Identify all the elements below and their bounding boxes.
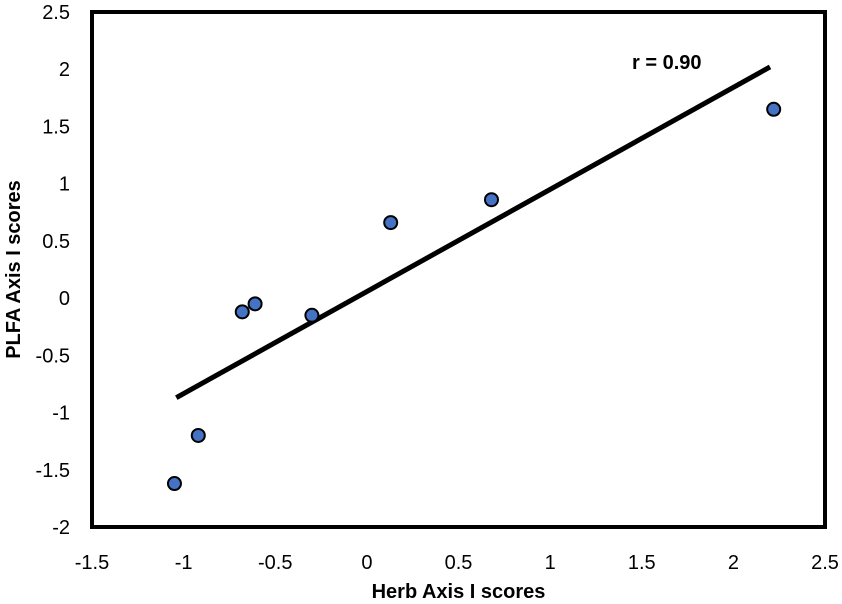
- y-tick-label: -2: [52, 517, 70, 539]
- y-tick-label: 0: [59, 288, 70, 310]
- x-tick-label: -1.5: [75, 552, 109, 574]
- x-tick-label: 1.5: [628, 552, 656, 574]
- x-tick-label: 0: [361, 552, 372, 574]
- y-tick-label: 2: [59, 59, 70, 81]
- y-axis-title: PLFA Axis I scores: [3, 180, 25, 359]
- x-tick-label: -0.5: [258, 552, 292, 574]
- y-tick-label: -1: [52, 403, 70, 425]
- x-tick-label: 0.5: [445, 552, 473, 574]
- data-point: [766, 101, 782, 117]
- y-tick-label: -0.5: [36, 345, 70, 367]
- points-layer: [166, 101, 782, 492]
- data-point: [383, 215, 399, 231]
- data-point: [304, 307, 320, 323]
- y-ticks: -2 -1.5 -1 -0.5 0 0.5 1 1.5 2 2.5: [36, 2, 70, 539]
- x-tick-label: 2: [728, 552, 739, 574]
- data-point: [234, 304, 250, 320]
- correlation-annotation: r = 0.90: [632, 52, 702, 74]
- y-tick-label: 2.5: [42, 2, 70, 24]
- x-tick-label: 1: [545, 552, 556, 574]
- x-tick-label: -1: [175, 552, 193, 574]
- data-point: [247, 296, 263, 312]
- x-ticks: -1.5 -1 -0.5 0 0.5 1 1.5 2 2.5: [75, 552, 839, 574]
- plot-area-frame: [90, 10, 827, 529]
- y-tick-label: 1: [59, 174, 70, 196]
- data-point: [190, 427, 206, 443]
- trendline-layer: [175, 64, 772, 400]
- trendline: [175, 64, 772, 400]
- data-point: [166, 476, 182, 492]
- y-tick-label: -1.5: [36, 460, 70, 482]
- y-tick-label: 1.5: [42, 116, 70, 138]
- y-tick-label: 0.5: [42, 231, 70, 253]
- data-point: [483, 192, 499, 208]
- x-tick-label: 2.5: [811, 552, 839, 574]
- x-axis-title: Herb Axis I scores: [372, 581, 546, 603]
